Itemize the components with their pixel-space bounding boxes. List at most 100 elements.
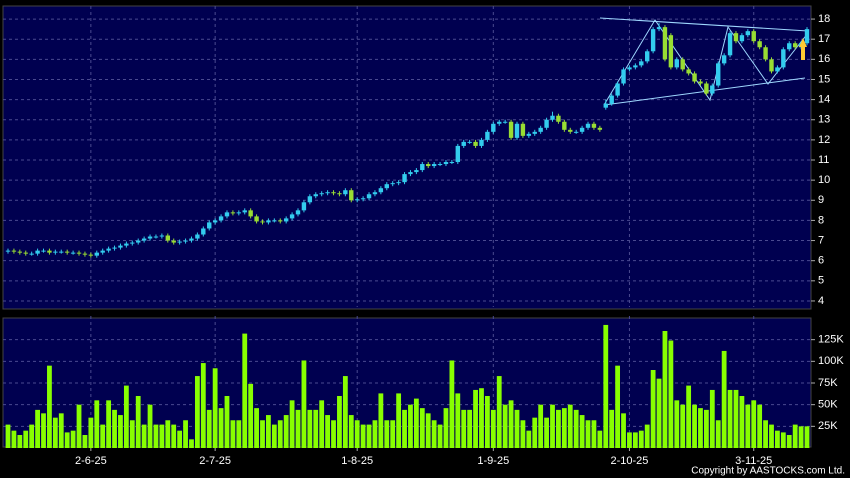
volume-bar [23,430,29,448]
y-tick-label: 10 [818,174,830,186]
volume-bar [106,400,112,448]
candle-body [260,221,265,223]
candle-body [41,250,46,252]
candle-body [177,241,182,243]
volume-bar [307,409,313,448]
y-tick-label: 50K [818,399,838,411]
volume-bar [301,360,307,448]
volume-bar [603,324,609,448]
volume-bar [597,430,603,448]
candle-body [639,61,644,66]
candle-body [692,73,697,82]
candle-body [568,129,573,132]
volume-bar [41,413,46,448]
candle-body [621,69,626,84]
y-tick-label: 16 [818,53,830,65]
candle-body [118,245,123,248]
volume-bar [236,420,242,448]
volume-bar [757,404,763,448]
volume-bar [627,432,632,448]
volume-bar [177,430,183,448]
y-tick-label: 17 [818,33,830,45]
x-tick-label: 1-8-25 [341,455,373,467]
volume-bar [82,435,88,448]
candle-body [544,119,549,128]
volume-bar [502,404,508,448]
candle-body [467,141,472,143]
volume-bar [58,413,64,448]
candle-body [112,247,117,249]
volume-bar [183,420,188,448]
volume-bar [100,424,106,448]
candle-body [283,218,289,222]
volume-bar [384,420,390,448]
candle-body [141,238,147,241]
volume-bar [390,420,396,448]
candle-body [201,228,206,235]
volume-bar [709,389,715,448]
candle-body [721,55,727,64]
volume-bar [780,432,786,448]
candle-body [775,67,780,72]
candle-body [82,253,88,255]
volume-bar [17,435,23,448]
candle-body [88,254,94,256]
volume-bar [804,426,810,448]
candle-body [426,164,431,167]
candle-body [532,131,537,134]
candle-body [556,115,561,122]
candle-body [757,41,762,48]
candle-body [349,190,354,201]
price-panel [2,5,812,310]
candle-body [248,210,253,217]
volume-bar [112,409,117,448]
candle-body [526,133,532,136]
volume-bar [289,400,295,448]
volume-bar [431,420,437,448]
candle-body [390,183,395,185]
candle-body [461,141,466,146]
candle-body [384,184,389,189]
candle-body [53,251,58,253]
volume-bar [751,400,757,448]
candle-body [479,139,484,146]
candle-body [443,162,449,165]
y-tick-label: 12 [818,134,830,146]
volume-bar [118,415,123,448]
candle-body [396,182,401,184]
volume-bar [798,426,804,448]
volume-bar [621,413,626,448]
candle-body [212,220,218,223]
candle-body [366,194,372,199]
volume-bar [526,430,532,448]
candle-body [437,164,443,166]
candle-body [562,121,567,130]
candle-body [207,222,212,229]
x-tick-label: 1-9-25 [477,455,509,467]
volume-bar [644,424,650,448]
y-tick-label: 8 [818,214,824,226]
volume-bar [692,404,697,448]
candle-body [716,63,721,86]
volume-bar [141,424,147,448]
candle-body [153,236,159,238]
volume-bar [230,420,236,448]
volume-bar [656,378,662,448]
volume-bar [64,432,70,448]
candle-body [609,95,614,104]
y-tick-label: 75K [818,377,838,389]
candle-body [325,192,330,194]
volume-bar [277,420,283,448]
candle-body [242,210,247,213]
volume-bar [538,404,544,448]
candle-body [597,127,603,130]
volume-bar [159,424,165,448]
candle-body [502,121,508,123]
candle-body [289,214,295,219]
volume-bar [721,350,727,448]
volume-bar [283,415,289,448]
candle-body [751,31,756,42]
volume-bar [556,409,561,448]
candle-body [94,252,99,256]
volume-bar [449,360,455,448]
